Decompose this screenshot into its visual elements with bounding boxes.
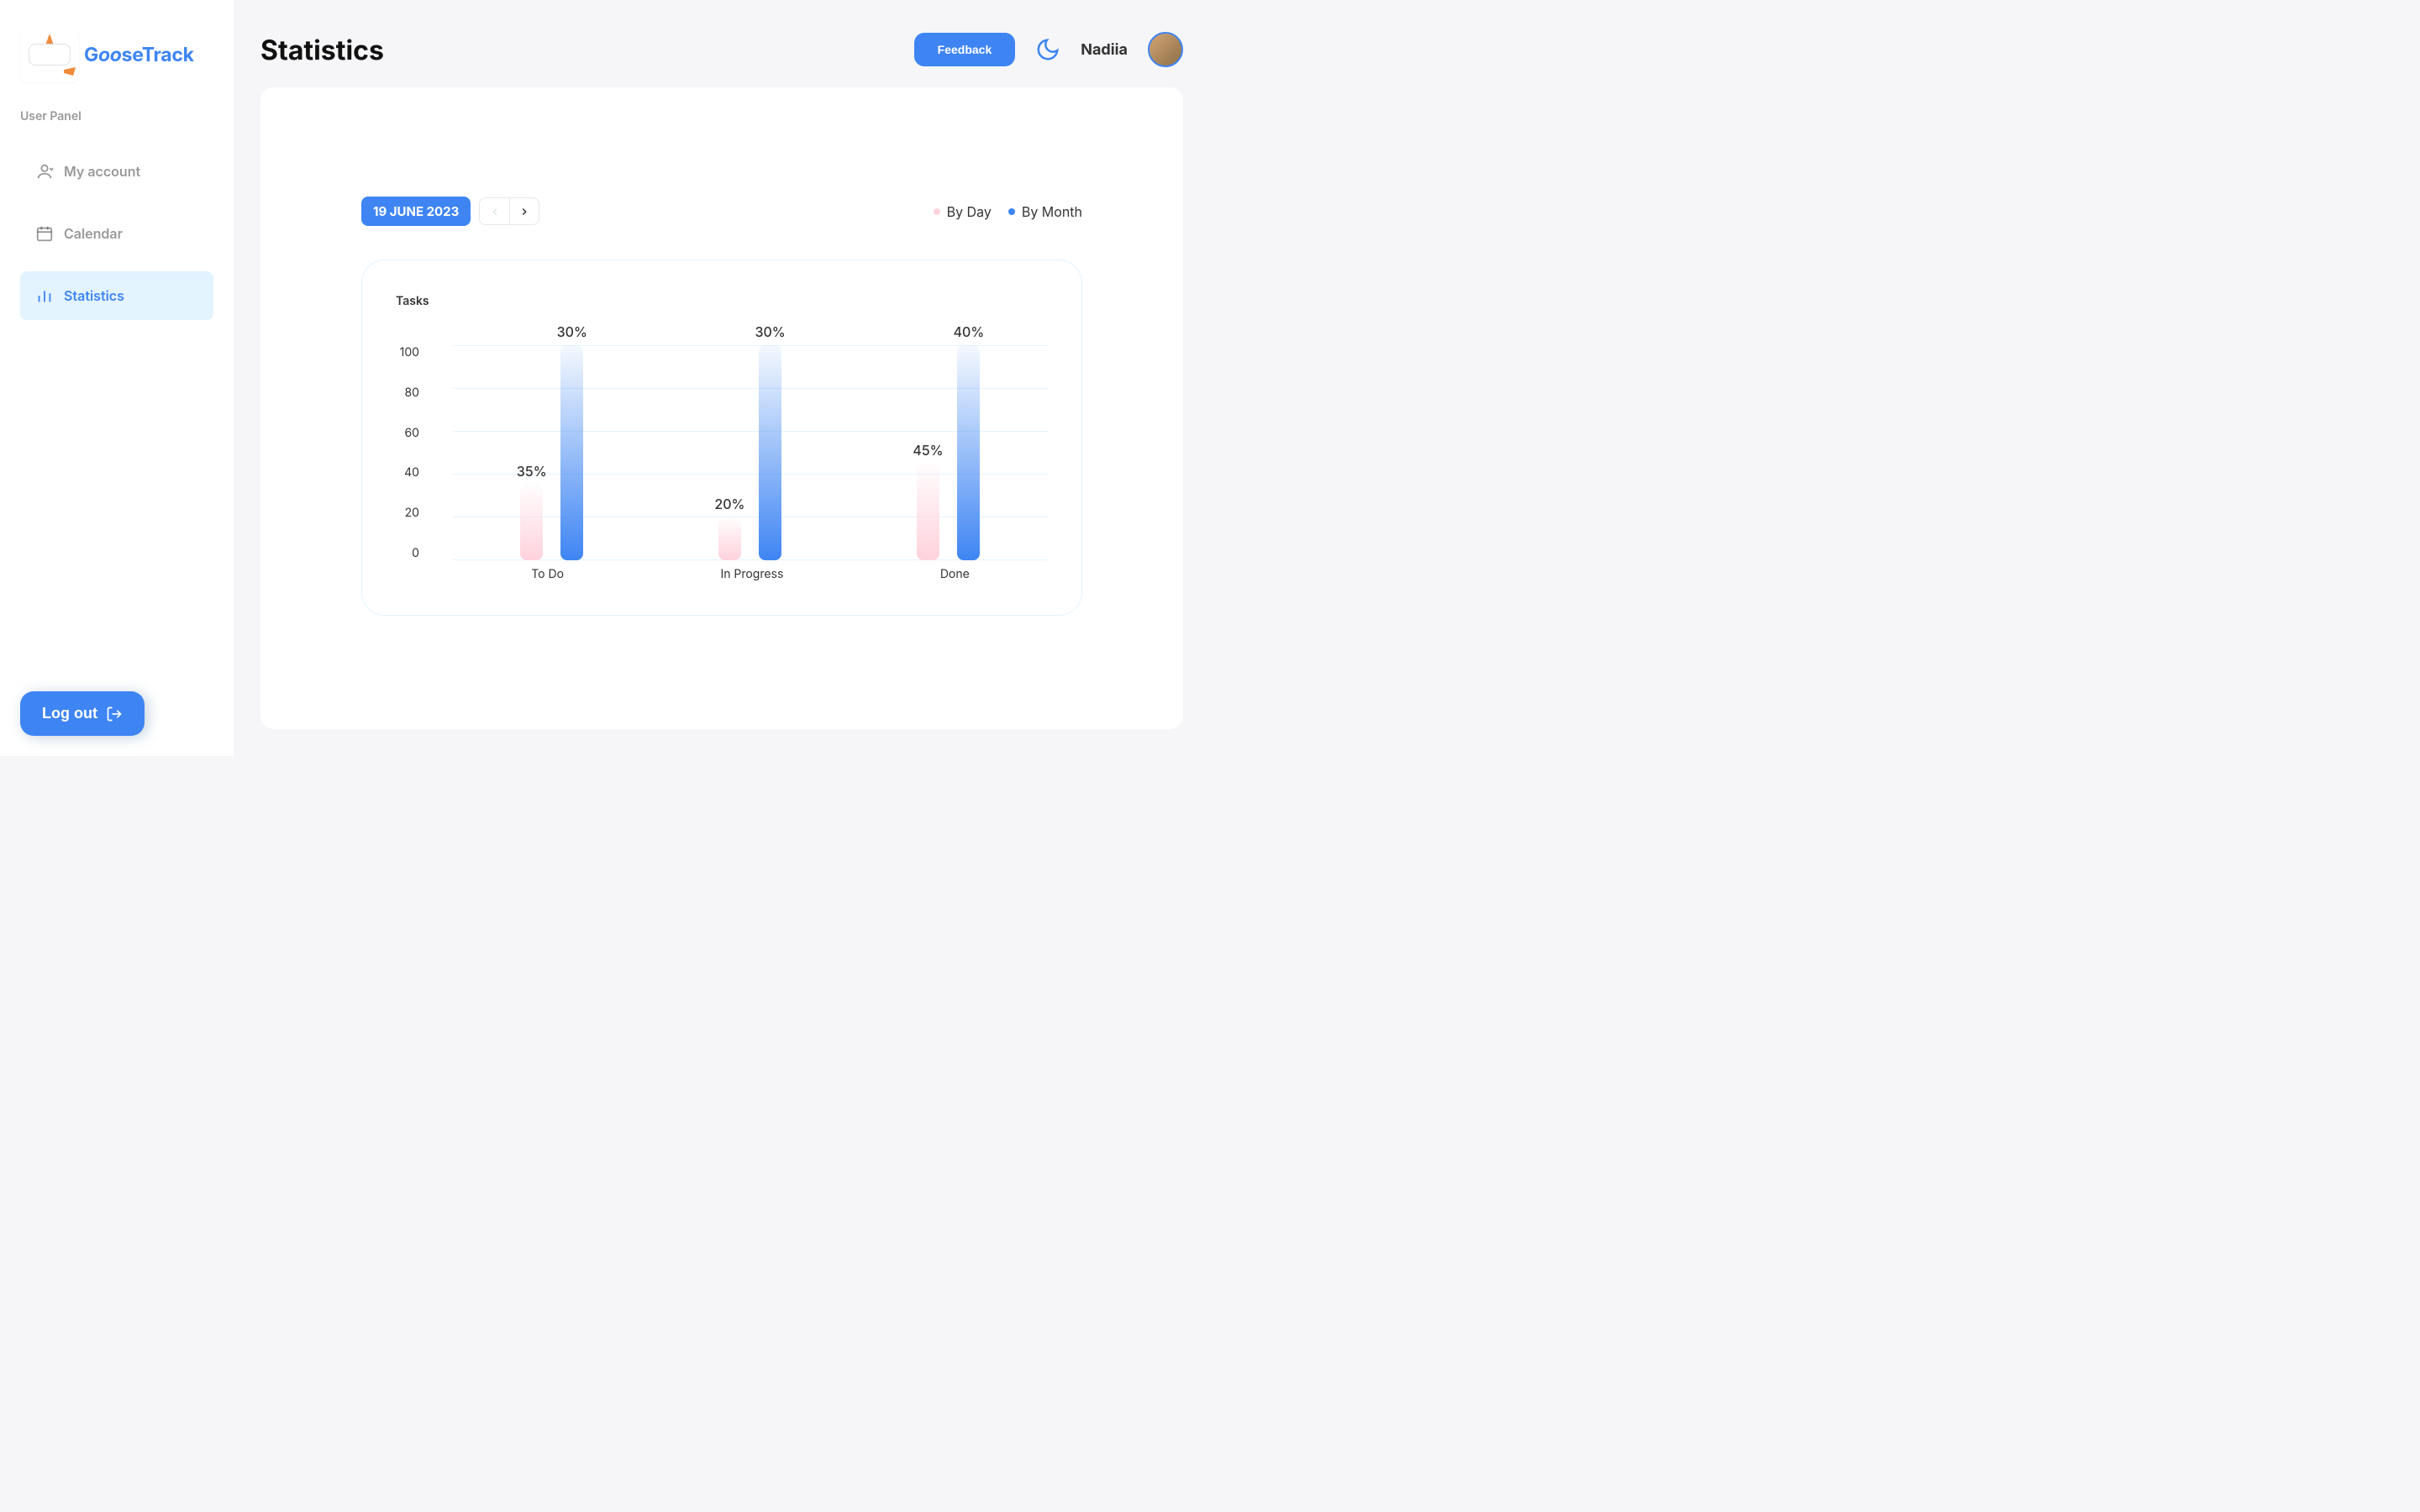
bar-value-label: 30% xyxy=(755,323,785,340)
chevron-right-icon xyxy=(518,206,530,218)
chevron-left-icon xyxy=(489,206,501,218)
content-card: 19 JUNE 2023 By Day By Month Tasks 0 20 40 6… xyxy=(260,87,1183,729)
legend-item: By Day xyxy=(934,203,992,220)
user-icon xyxy=(35,162,54,181)
next-day-button[interactable] xyxy=(509,197,539,225)
legend-label: By Month xyxy=(1022,203,1082,220)
bar-group: 35%30% xyxy=(517,328,587,560)
y-tick: 0 xyxy=(396,546,419,560)
chart-title: Tasks xyxy=(396,294,1048,308)
legend-dot-icon xyxy=(934,208,940,215)
brand-logo[interactable]: GooseTrack xyxy=(20,27,213,82)
bar-value-label: 45% xyxy=(913,442,943,459)
bar-wrap: 40% xyxy=(954,323,985,560)
brand-name: GooseTrack xyxy=(84,43,194,66)
bar-wrap: 45% xyxy=(913,442,943,560)
bar xyxy=(520,485,543,560)
sidebar-section-label: User Panel xyxy=(20,109,213,123)
sidebar-item-statistics[interactable]: Statistics xyxy=(20,271,213,320)
stats-toolbar: 19 JUNE 2023 By Day By Month xyxy=(361,197,1082,226)
header: Statistics Feedback Nadiia xyxy=(234,0,1210,87)
chart-plot: 35%30% 20%30% 45%40% xyxy=(453,328,1048,560)
sidebar-item-label: My account xyxy=(64,163,140,180)
y-tick: 80 xyxy=(396,386,419,400)
sidebar-item-calendar[interactable]: Calendar xyxy=(20,209,213,258)
x-tick: Done xyxy=(940,567,970,581)
bar-wrap: 30% xyxy=(755,323,785,560)
y-tick: 100 xyxy=(396,345,419,360)
avatar[interactable] xyxy=(1148,32,1183,67)
x-tick: In Progress xyxy=(720,567,783,581)
stats-icon xyxy=(35,286,54,305)
logout-label: Log out xyxy=(42,705,97,722)
bar xyxy=(560,345,583,560)
bar-value-label: 35% xyxy=(517,463,547,480)
date-picker[interactable]: 19 JUNE 2023 xyxy=(361,197,471,226)
bar xyxy=(718,517,741,560)
sidebar-item-label: Statistics xyxy=(64,287,124,304)
page-title: Statistics xyxy=(260,34,384,66)
logout-icon xyxy=(106,706,123,722)
bar-groups: 35%30% 20%30% 45%40% xyxy=(453,328,1048,560)
x-axis: To Do In Progress Done xyxy=(453,567,1048,581)
bar xyxy=(917,464,939,560)
bar-value-label: 20% xyxy=(714,496,744,512)
user-name: Nadiia xyxy=(1081,41,1128,59)
x-tick: To Do xyxy=(531,567,564,581)
bar-wrap: 35% xyxy=(517,463,547,560)
legend-label: By Day xyxy=(947,203,992,220)
sidebar: GooseTrack User Panel My account Calenda… xyxy=(0,0,234,756)
logout-button[interactable]: Log out xyxy=(20,691,145,736)
bar-value-label: 40% xyxy=(954,323,985,340)
calendar-icon xyxy=(35,224,54,243)
prev-day-button[interactable] xyxy=(479,197,509,225)
theme-toggle-moon-icon[interactable] xyxy=(1035,37,1060,62)
y-tick: 40 xyxy=(396,465,419,480)
goose-logo-icon xyxy=(20,27,79,82)
y-tick: 60 xyxy=(396,426,419,440)
date-pager xyxy=(479,197,539,225)
y-axis: 0 20 40 60 80 100 xyxy=(396,345,419,560)
bar xyxy=(957,345,980,560)
bar xyxy=(759,345,781,560)
bar-wrap: 30% xyxy=(557,323,587,560)
chart-card: Tasks 020406080100 35%30%20%30%45%40% To… xyxy=(361,260,1082,616)
bar-value-label: 30% xyxy=(557,323,587,340)
main: Statistics Feedback Nadiia 19 JUNE 2023 … xyxy=(234,0,1210,756)
bar-wrap: 20% xyxy=(714,496,744,560)
bar-group: 20%30% xyxy=(714,328,785,560)
bar-group: 45%40% xyxy=(913,328,984,560)
legend-dot-icon xyxy=(1008,208,1015,215)
feedback-button[interactable]: Feedback xyxy=(914,33,1016,66)
sidebar-item-label: Calendar xyxy=(64,225,123,242)
y-tick: 20 xyxy=(396,506,419,520)
sidebar-item-account[interactable]: My account xyxy=(20,147,213,196)
legend-item: By Month xyxy=(1008,203,1082,220)
chart-legend: By Day By Month xyxy=(934,203,1082,220)
